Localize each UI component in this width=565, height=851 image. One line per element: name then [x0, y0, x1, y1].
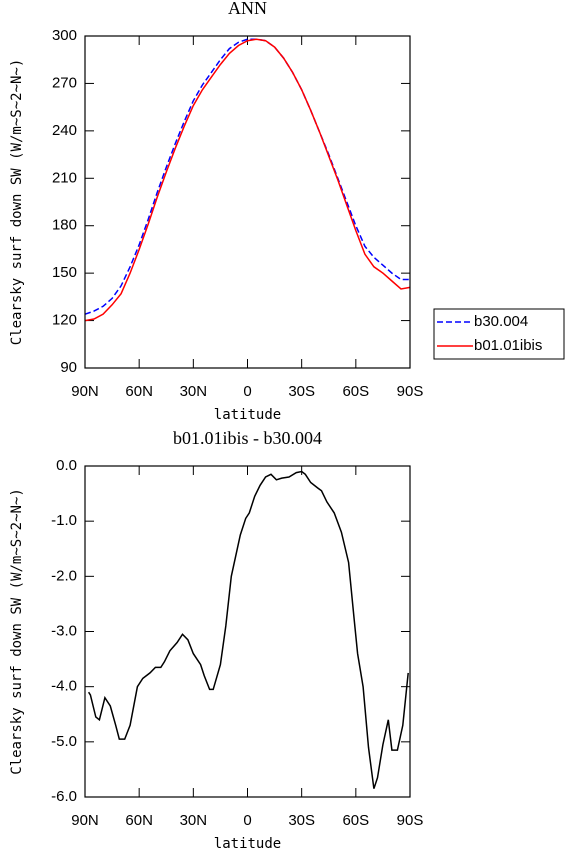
x-tick-label: 30S: [288, 812, 315, 829]
y-tick-label: 240: [52, 122, 77, 139]
y-tick-label: -4.0: [51, 678, 77, 695]
x-axis-label: latitude: [214, 407, 281, 423]
x-tick-label: 90N: [71, 383, 99, 400]
y-axis-label: Clearsky surf down SW (W/m~S~2~N~): [9, 488, 25, 775]
y-tick-label: 0.0: [56, 457, 77, 474]
line-series: [84, 38, 411, 322]
plot-frame: [84, 35, 411, 369]
x-tick-label: 60S: [342, 383, 369, 400]
x-tick-label: 90S: [397, 812, 424, 829]
y-tick-label: -3.0: [51, 622, 77, 639]
x-tick-label: 90S: [397, 383, 424, 400]
y-tick-label: -2.0: [51, 567, 77, 584]
line-series: [87, 470, 409, 789]
x-tick-label: 30S: [288, 383, 315, 400]
y-tick-label: 120: [52, 312, 77, 329]
y-tick-label: 90: [60, 359, 77, 376]
x-tick-label: 30N: [180, 383, 208, 400]
x-tick-label: 30N: [180, 812, 208, 829]
line-series: [84, 38, 410, 315]
y-tick-label: -6.0: [51, 788, 77, 805]
y-tick-label: 210: [52, 169, 77, 186]
y-axis-label: Clearsky surf down SW (W/m~S~2~N~): [9, 59, 25, 346]
x-tick-label: 0: [243, 812, 251, 829]
y-tick-label: -5.0: [51, 733, 77, 750]
x-tick-label: 60S: [342, 812, 369, 829]
legend-label: b01.01ibis: [474, 337, 542, 354]
x-tick-label: 90N: [71, 812, 99, 829]
x-axis-label: latitude: [214, 836, 281, 851]
y-tick-label: 180: [52, 217, 77, 234]
y-tick-label: 270: [52, 74, 77, 91]
chart-title: ANN: [228, 0, 267, 18]
y-tick-label: 300: [52, 27, 77, 44]
legend-label: b30.004: [474, 313, 528, 330]
plot-frame: [84, 465, 411, 798]
x-tick-label: 60N: [125, 383, 153, 400]
y-tick-label: -1.0: [51, 512, 77, 529]
y-tick-label: 150: [52, 264, 77, 281]
x-tick-label: 0: [243, 383, 251, 400]
x-tick-label: 60N: [125, 812, 153, 829]
chart-title: b01.01ibis - b30.004: [173, 428, 322, 448]
legend-box: [433, 308, 565, 360]
